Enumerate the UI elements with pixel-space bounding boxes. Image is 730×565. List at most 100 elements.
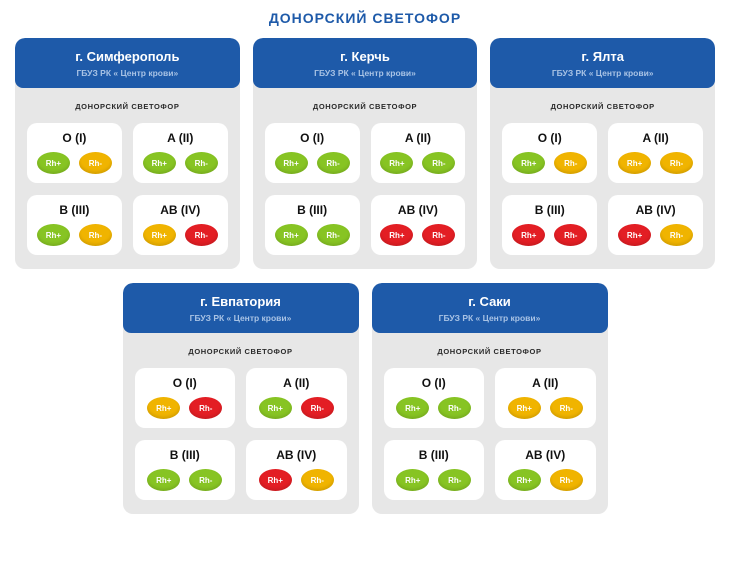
rh-badges: Rh+ Rh-	[380, 152, 456, 174]
rh-minus-badge: Rh-	[316, 224, 350, 246]
blood-group-label: O (I)	[172, 376, 197, 390]
rh-minus-badge: Rh-	[660, 152, 694, 174]
rh-minus-badge: Rh-	[660, 224, 694, 246]
blood-group-label: A (II)	[283, 376, 310, 390]
section-label: ДОНОРСКИЙ СВЕТОФОР	[550, 102, 655, 111]
blood-group-card: O (I) Rh+ Rh-	[264, 123, 360, 183]
city-card: г. Керчь ГБУЗ РК « Центр крови» ДОНОРСКИ…	[252, 38, 478, 269]
blood-group-label: O (I)	[421, 376, 446, 390]
cities-row-top: г. Симферополь ГБУЗ РК « Центр крови» ДО…	[15, 38, 716, 269]
rh-badges: Rh+ Rh-	[274, 224, 350, 246]
blood-group-label: A (II)	[642, 131, 669, 145]
rh-minus-badge: Rh-	[554, 152, 588, 174]
blood-group-card: AB (IV) Rh+ Rh-	[246, 440, 347, 500]
rh-minus-badge: Rh-	[549, 397, 583, 419]
city-body: ДОНОРСКИЙ СВЕТОФОР O (I) Rh+ Rh- A (II) …	[490, 88, 715, 269]
rh-minus-badge: Rh-	[300, 397, 334, 419]
blood-group-card: A (II) Rh+ Rh-	[132, 123, 228, 183]
rh-plus-badge: Rh+	[258, 397, 292, 419]
city-body: ДОНОРСКИЙ СВЕТОФОР O (I) Rh+ Rh- A (II) …	[15, 88, 240, 269]
rh-badges: Rh+ Rh-	[142, 152, 218, 174]
rh-plus-badge: Rh+	[507, 469, 541, 491]
rh-minus-badge: Rh-	[78, 152, 112, 174]
rh-badges: Rh+ Rh-	[147, 397, 223, 419]
city-name: г. Керчь	[340, 49, 390, 64]
blood-group-card: O (I) Rh+ Rh-	[134, 368, 235, 428]
blood-group-card: A (II) Rh+ Rh-	[608, 123, 704, 183]
rh-plus-badge: Rh+	[396, 469, 430, 491]
city-subtitle: ГБУЗ РК « Центр крови»	[76, 68, 179, 78]
blood-group-card: B (III) Rh+ Rh-	[383, 440, 484, 500]
rh-badges: Rh+ Rh-	[396, 469, 472, 491]
blood-group-label: AB (IV)	[397, 203, 438, 217]
rh-badges: Rh+ Rh-	[36, 224, 112, 246]
rh-minus-badge: Rh-	[316, 152, 350, 174]
rh-minus-badge: Rh-	[184, 224, 218, 246]
city-body: ДОНОРСКИЙ СВЕТОФОР O (I) Rh+ Rh- A (II) …	[123, 333, 359, 514]
rh-plus-badge: Rh+	[36, 152, 70, 174]
city-header: г. Евпатория ГБУЗ РК « Центр крови»	[122, 283, 359, 333]
blood-group-label: AB (IV)	[525, 448, 566, 462]
city-subtitle: ГБУЗ РК « Центр крови»	[438, 313, 541, 323]
rh-minus-badge: Rh-	[300, 469, 334, 491]
rh-plus-badge: Rh+	[512, 224, 546, 246]
rh-badges: Rh+ Rh-	[258, 469, 334, 491]
city-header: г. Керчь ГБУЗ РК « Центр крови»	[252, 38, 478, 88]
city-body: ДОНОРСКИЙ СВЕТОФОР O (I) Rh+ Rh- A (II) …	[372, 333, 608, 514]
city-name: г. Саки	[468, 294, 511, 309]
rh-plus-badge: Rh+	[147, 397, 181, 419]
rh-badges: Rh+ Rh-	[380, 224, 456, 246]
city-card: г. Саки ГБУЗ РК « Центр крови» ДОНОРСКИЙ…	[371, 283, 608, 514]
rh-plus-badge: Rh+	[258, 469, 292, 491]
rh-badges: Rh+ Rh-	[618, 152, 694, 174]
rh-badges: Rh+ Rh-	[274, 152, 350, 174]
rh-plus-badge: Rh+	[512, 152, 546, 174]
rh-minus-badge: Rh-	[78, 224, 112, 246]
blood-group-label: A (II)	[404, 131, 432, 145]
rh-badges: Rh+ Rh-	[147, 469, 223, 491]
rh-badges: Rh+ Rh-	[36, 152, 112, 174]
blood-group-label: AB (IV)	[160, 203, 201, 217]
rh-plus-badge: Rh+	[507, 397, 541, 419]
blood-group-card: AB (IV) Rh+ Rh-	[370, 195, 466, 255]
section-label: ДОНОРСКИЙ СВЕТОФОР	[75, 102, 180, 111]
cities-row-bottom: г. Евпатория ГБУЗ РК « Центр крови» ДОНО…	[0, 283, 730, 514]
blood-group-label: B (III)	[169, 448, 200, 462]
rh-minus-badge: Rh-	[438, 469, 472, 491]
city-card: г. Ялта ГБУЗ РК « Центр крови» ДОНОРСКИЙ…	[490, 38, 716, 269]
rh-minus-badge: Rh-	[549, 469, 583, 491]
blood-group-card: B (III) Rh+ Rh-	[264, 195, 360, 255]
blood-group-card: A (II) Rh+ Rh-	[495, 368, 596, 428]
city-header: г. Ялта ГБУЗ РК « Центр крови»	[490, 38, 716, 88]
blood-group-card: A (II) Rh+ Rh-	[370, 123, 466, 183]
rh-badges: Rh+ Rh-	[618, 224, 694, 246]
city-header: г. Саки ГБУЗ РК « Центр крови»	[371, 283, 608, 333]
city-name: г. Евпатория	[200, 294, 281, 309]
rh-plus-badge: Rh+	[142, 152, 176, 174]
blood-group-label: O (I)	[537, 131, 562, 145]
blood-group-card: B (III) Rh+ Rh-	[502, 195, 598, 255]
blood-group-card: B (III) Rh+ Rh-	[27, 195, 122, 255]
rh-plus-badge: Rh+	[618, 152, 652, 174]
rh-badges: Rh+ Rh-	[512, 224, 588, 246]
blood-group-card: B (III) Rh+ Rh-	[134, 440, 235, 500]
page-title: ДОНОРСКИЙ СВЕТОФОР	[268, 10, 462, 26]
rh-plus-badge: Rh+	[142, 224, 176, 246]
rh-minus-badge: Rh-	[189, 469, 223, 491]
section-label: ДОНОРСКИЙ СВЕТОФОР	[188, 347, 293, 356]
blood-group-label: A (II)	[532, 376, 559, 390]
rh-minus-badge: Rh-	[422, 224, 456, 246]
rh-minus-badge: Rh-	[438, 397, 472, 419]
blood-groups-grid: O (I) Rh+ Rh- A (II) Rh+ Rh- B (III) Rh+…	[383, 368, 596, 500]
blood-groups-grid: O (I) Rh+ Rh- A (II) Rh+ Rh- B (III) Rh+…	[264, 123, 466, 255]
blood-group-label: B (III)	[297, 203, 328, 217]
blood-group-card: AB (IV) Rh+ Rh-	[495, 440, 596, 500]
blood-groups-grid: O (I) Rh+ Rh- A (II) Rh+ Rh- B (III) Rh+…	[134, 368, 347, 500]
rh-badges: Rh+ Rh-	[512, 152, 588, 174]
blood-group-label: O (I)	[300, 131, 325, 145]
rh-plus-badge: Rh+	[618, 224, 652, 246]
blood-group-card: AB (IV) Rh+ Rh-	[608, 195, 704, 255]
city-subtitle: ГБУЗ РК « Центр крови»	[314, 68, 416, 78]
blood-group-label: B (III)	[418, 448, 449, 462]
rh-plus-badge: Rh+	[274, 224, 308, 246]
